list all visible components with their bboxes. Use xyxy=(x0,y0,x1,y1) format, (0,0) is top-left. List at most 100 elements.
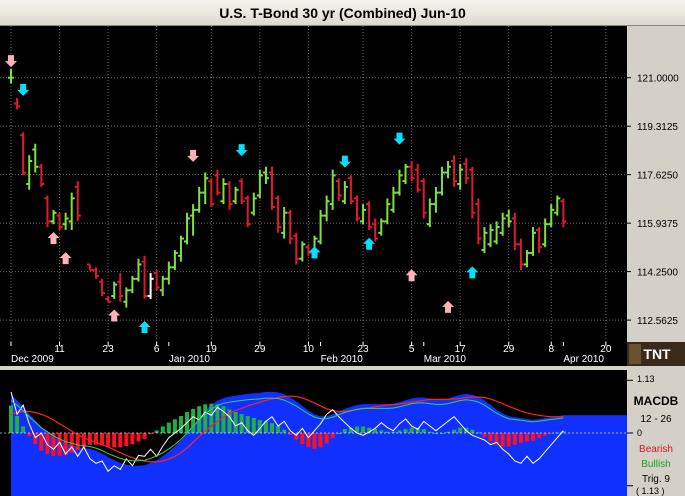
price-bar xyxy=(262,166,269,184)
chart-canvas[interactable]: 121.0000 119.3125 117.6250 115.9375 114.2500… xyxy=(0,26,685,496)
price-bar xyxy=(14,97,21,110)
macd-histogram-bar xyxy=(524,433,529,442)
price-bar xyxy=(517,238,524,271)
price-bar xyxy=(305,244,312,256)
price-bar xyxy=(530,227,537,256)
price-bar xyxy=(396,169,403,196)
macd-histogram-bar xyxy=(318,433,323,448)
macd-histogram-bar xyxy=(421,429,426,433)
macd-histogram-bar xyxy=(342,429,347,433)
price-bar xyxy=(123,287,130,308)
y-tick-label: 121.0000 xyxy=(637,74,679,85)
macd-histogram-bar xyxy=(118,433,123,448)
price-bar xyxy=(68,192,75,230)
price-bar xyxy=(208,178,215,207)
y-tick-label: 114.2500 xyxy=(637,268,678,279)
price-bar xyxy=(8,69,14,84)
price-bar xyxy=(475,198,482,245)
price-panel[interactable] xyxy=(0,26,627,342)
price-bar xyxy=(269,166,276,210)
macd-histogram-bar xyxy=(361,426,366,433)
price-bar xyxy=(451,155,458,187)
macd-histogram-bar xyxy=(354,426,359,433)
signal-arrows xyxy=(5,55,479,334)
x-tick-label: 20 xyxy=(600,344,612,355)
macd-histogram-bar xyxy=(373,429,378,433)
macd-histogram-bar xyxy=(494,433,499,445)
price-bar xyxy=(560,198,567,228)
price-bar xyxy=(432,186,439,213)
price-bar xyxy=(287,209,294,245)
price-grid xyxy=(0,26,627,342)
price-bar xyxy=(469,166,476,219)
macd-histogram-bar xyxy=(512,433,517,445)
x-tick-label: Jan 2010 xyxy=(169,354,211,365)
macd-histogram-bar xyxy=(15,416,20,433)
macd-histogram-bar xyxy=(397,430,402,433)
x-tick-label: Apr 2010 xyxy=(563,354,604,365)
price-bar xyxy=(32,143,39,173)
x-tick-label: Feb 2010 xyxy=(321,354,364,365)
price-bar xyxy=(226,181,233,210)
price-bar xyxy=(214,169,221,196)
signal-arrow-buy xyxy=(363,237,376,250)
macd-fast-line xyxy=(10,391,564,473)
x-tick-label: 23 xyxy=(357,344,369,355)
price-bar xyxy=(220,178,227,205)
y-tick-label: 112.5625 xyxy=(637,316,678,327)
x-tick-label: 23 xyxy=(103,344,115,355)
macd-histogram-bar xyxy=(500,433,505,447)
price-bar xyxy=(92,267,99,279)
macd-histogram-bar xyxy=(209,403,214,433)
price-bar xyxy=(499,212,506,236)
price-y-axis: 121.0000 119.3125 117.6250 115.9375 114.2500… xyxy=(637,74,679,327)
macd-histogram-bar xyxy=(379,430,384,433)
tnt-logo: TNT xyxy=(627,342,685,366)
x-tick-label: 17 xyxy=(455,344,467,355)
macd-bottom-value: ( 1.13 ) xyxy=(636,486,665,496)
macd-histogram-bar xyxy=(51,433,56,456)
price-bar xyxy=(56,212,63,230)
macd-histogram-bar xyxy=(270,423,275,433)
price-bar xyxy=(44,195,51,228)
price-bar xyxy=(177,235,184,262)
macd-histogram-bar xyxy=(93,433,98,445)
price-bar xyxy=(457,163,464,190)
price-bar xyxy=(293,232,300,265)
price-bar xyxy=(129,275,136,294)
macd-histogram-bar xyxy=(537,433,542,439)
price-bar xyxy=(323,195,330,222)
price-bar xyxy=(117,273,124,302)
x-tick-label: 19 xyxy=(206,344,218,355)
macd-histogram-bar xyxy=(75,433,80,450)
macd-histogram-bar xyxy=(415,427,420,433)
price-bar xyxy=(111,281,118,299)
macd-legend-periods: 12 - 26 xyxy=(640,414,672,425)
signal-arrow-buy xyxy=(235,144,248,157)
price-bar xyxy=(26,155,33,190)
price-bars xyxy=(8,69,567,308)
macd-indicator xyxy=(0,391,627,496)
price-bar xyxy=(402,163,409,184)
price-bar xyxy=(378,218,385,236)
macd-histogram-bar xyxy=(458,427,463,433)
signal-arrow-buy xyxy=(338,155,351,168)
macd-histogram-bar xyxy=(276,425,281,433)
chart-title: U.S. T-Bond 30 yr (Combined) Jun-10 xyxy=(0,0,685,26)
macd-histogram-bar xyxy=(178,416,183,433)
macd-histogram-bar xyxy=(306,433,311,448)
price-bar xyxy=(20,132,27,176)
macd-histogram-bar xyxy=(330,433,335,439)
signal-arrow-buy xyxy=(138,321,151,334)
price-bar xyxy=(275,195,282,233)
x-tick-label: 6 xyxy=(154,344,160,355)
price-bar xyxy=(238,178,245,205)
signal-arrow-sell xyxy=(59,252,72,265)
price-bar xyxy=(159,275,166,297)
price-bar xyxy=(329,169,336,210)
price-bar xyxy=(463,158,470,184)
price-bar xyxy=(165,261,172,285)
macd-histogram-bar xyxy=(336,433,341,434)
macd-histogram-bar xyxy=(427,431,432,433)
